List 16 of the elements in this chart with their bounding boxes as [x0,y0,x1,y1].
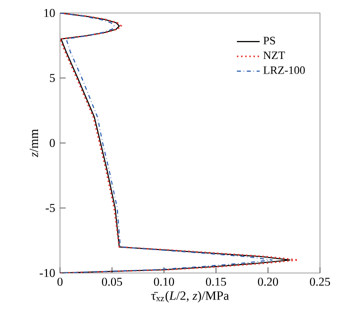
y-tick-label: 10 [44,8,55,18]
y-tick-label: 0 [50,138,55,148]
y-tick-label: -5 [46,204,55,212]
x-tick-label: 0.20 [258,278,278,286]
y-tick-label: 5 [50,74,55,82]
x-tick-label: 0.25 [310,278,330,286]
x-tick-label: 0.10 [154,278,174,286]
x-tick-label: 0.15 [206,278,226,286]
y-tick-label: -10 [40,268,55,278]
x-axis-title: τ̄$_{xz}$(L/2, z)/MPa [151,291,229,302]
legend-label: LRZ-100 [263,66,305,74]
y-axis-title: z/mm [30,129,38,158]
legend-label: NZT [263,52,285,60]
x-tick-label: 0 [57,278,63,286]
x-tick-label: 0.05 [102,278,122,286]
legend-label: PS [263,36,275,44]
